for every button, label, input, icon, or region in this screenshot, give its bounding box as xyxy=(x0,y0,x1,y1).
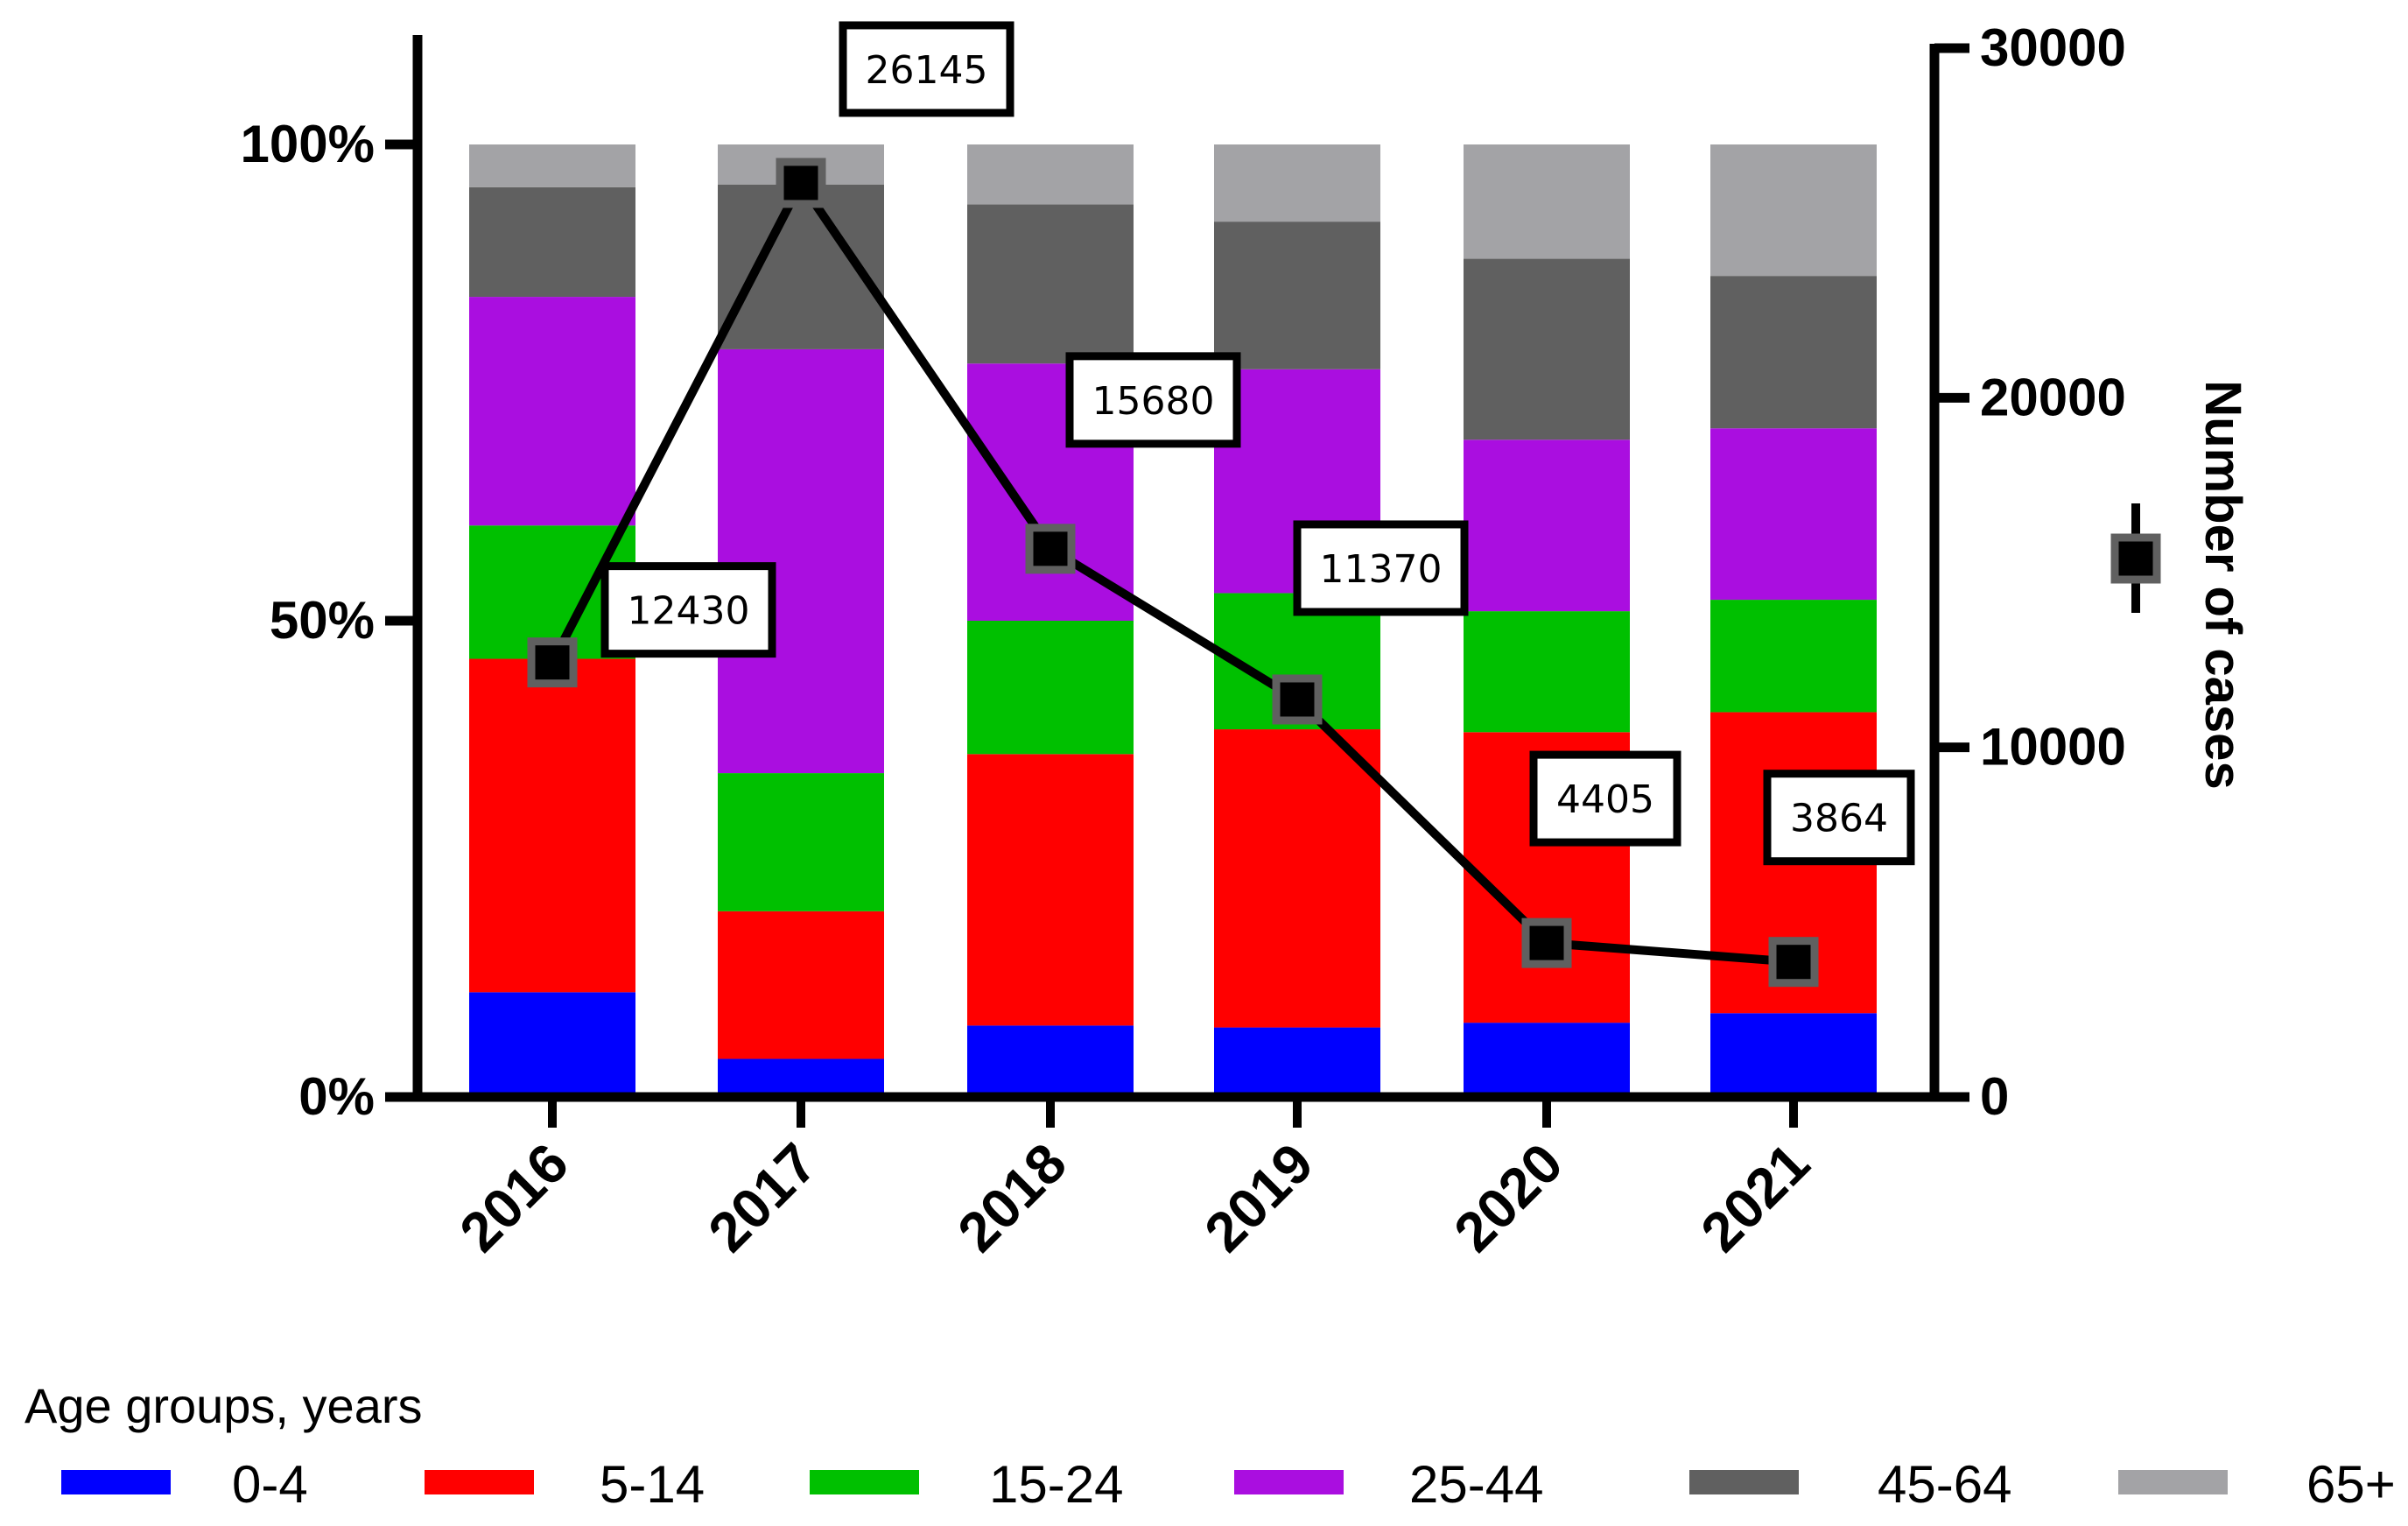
left-tick-label-50: 50% xyxy=(270,591,375,650)
legend: Age groups, years 0-4 5-14 15-24 25-44 45-64… xyxy=(25,1378,2396,1514)
cases-label-2018: 15680 xyxy=(1092,379,1215,424)
x-tick-label-2019: 2019 xyxy=(1192,1131,1325,1264)
cases-line xyxy=(548,178,1794,967)
x-tick-label-2021: 2021 xyxy=(1688,1131,1822,1264)
right-axis-title-group: Number of cases xyxy=(2110,380,2251,790)
legend-label-15-24: 15-24 xyxy=(989,1455,1123,1514)
bar-25-44-2020 xyxy=(1464,440,1630,612)
legend-label-0-4: 0-4 xyxy=(232,1455,308,1514)
data-labels-layer: 12430 26145 15680 11370 4405 3864 xyxy=(600,21,1915,866)
legend-swatch-45-64 xyxy=(1689,1470,1799,1494)
right-tick-label-0: 0 xyxy=(1980,1067,2009,1126)
bar-15-24-2021 xyxy=(1710,600,1877,713)
legend-swatch-15-24 xyxy=(810,1470,919,1494)
cases-label-2016: 12430 xyxy=(628,589,750,634)
legend-swatch-65+ xyxy=(2118,1470,2228,1494)
legend-title: Age groups, years xyxy=(25,1378,422,1433)
cases-marker-2019 xyxy=(1272,674,1323,725)
cases-marker-2020 xyxy=(1521,918,1572,968)
bar-5-14-2018 xyxy=(967,754,1134,1026)
cases-line-layer xyxy=(527,158,1819,988)
cases-label-2020: 4405 xyxy=(1556,777,1654,822)
right-tick-label-20000: 20000 xyxy=(1980,368,2126,426)
bar-65+-2021 xyxy=(1710,144,1877,277)
legend-swatch-5-14 xyxy=(425,1470,534,1494)
bar-25-44-2021 xyxy=(1710,428,1877,601)
right-tick-label-30000: 30000 xyxy=(1980,18,2126,77)
bar-0-4-2016 xyxy=(469,992,635,1097)
cases-label-box-2021 xyxy=(1763,770,1915,866)
bar-0-4-2019 xyxy=(1214,1027,1380,1097)
legend-swatch-25-44 xyxy=(1234,1470,1344,1494)
legend-label-65+: 65+ xyxy=(2306,1455,2396,1514)
bar-0-4-2021 xyxy=(1710,1013,1877,1097)
bar-45-64-2021 xyxy=(1710,276,1877,429)
bar-65+-2018 xyxy=(967,144,1134,205)
bar-0-4-2020 xyxy=(1464,1023,1630,1097)
x-tick-label-2016: 2016 xyxy=(447,1131,580,1264)
x-tick-label-2018: 2018 xyxy=(945,1131,1078,1264)
right-axis-symbol-marker xyxy=(2110,533,2161,584)
cases-label-box-2019 xyxy=(1293,520,1469,616)
x-tick-label-2017: 2017 xyxy=(696,1131,829,1264)
legend-label-25-44: 25-44 xyxy=(1409,1455,1543,1514)
cases-label-box-2017 xyxy=(839,21,1014,117)
bar-0-4-2018 xyxy=(967,1025,1134,1097)
cases-label-2019: 11370 xyxy=(1320,547,1443,592)
cases-marker-2017 xyxy=(776,158,826,208)
x-tick-label-2020: 2020 xyxy=(1442,1131,1575,1264)
cases-marker-2018 xyxy=(1025,524,1076,574)
left-tick-label-0: 0% xyxy=(298,1067,375,1126)
cases-label-box-2020 xyxy=(1529,750,1681,847)
bar-15-24-2020 xyxy=(1464,611,1630,733)
bar-25-44-2017 xyxy=(718,348,884,774)
legend-label-45-64: 45-64 xyxy=(1878,1455,2011,1514)
bar-0-4-2017 xyxy=(718,1058,884,1097)
cases-marker-2021 xyxy=(1768,937,1819,988)
bar-65+-2020 xyxy=(1464,144,1630,259)
bar-45-64-2018 xyxy=(967,204,1134,364)
bar-25-44-2016 xyxy=(469,297,635,526)
bar-15-24-2017 xyxy=(718,773,884,911)
legend-label-5-14: 5-14 xyxy=(600,1455,705,1514)
bar-45-64-2016 xyxy=(469,186,635,298)
cases-label-2017: 26145 xyxy=(866,48,988,93)
cases-marker-2016 xyxy=(527,637,578,688)
bar-15-24-2018 xyxy=(967,621,1134,755)
right-axis-title: Number of cases xyxy=(2194,380,2251,789)
bar-5-14-2016 xyxy=(469,658,635,993)
bar-65+-2019 xyxy=(1214,144,1380,222)
cases-label-2021: 3864 xyxy=(1790,797,1888,841)
bar-45-64-2019 xyxy=(1214,222,1380,369)
bar-5-14-2019 xyxy=(1214,729,1380,1028)
cases-label-box-2016 xyxy=(600,562,776,658)
bar-45-64-2020 xyxy=(1464,258,1630,440)
bar-5-14-2017 xyxy=(718,911,884,1059)
right-tick-label-10000: 10000 xyxy=(1980,718,2126,777)
bar-65+-2016 xyxy=(469,144,635,187)
left-tick-label-100: 100% xyxy=(241,115,375,173)
cases-label-box-2018 xyxy=(1065,352,1241,448)
legend-swatch-0-4 xyxy=(61,1470,171,1494)
